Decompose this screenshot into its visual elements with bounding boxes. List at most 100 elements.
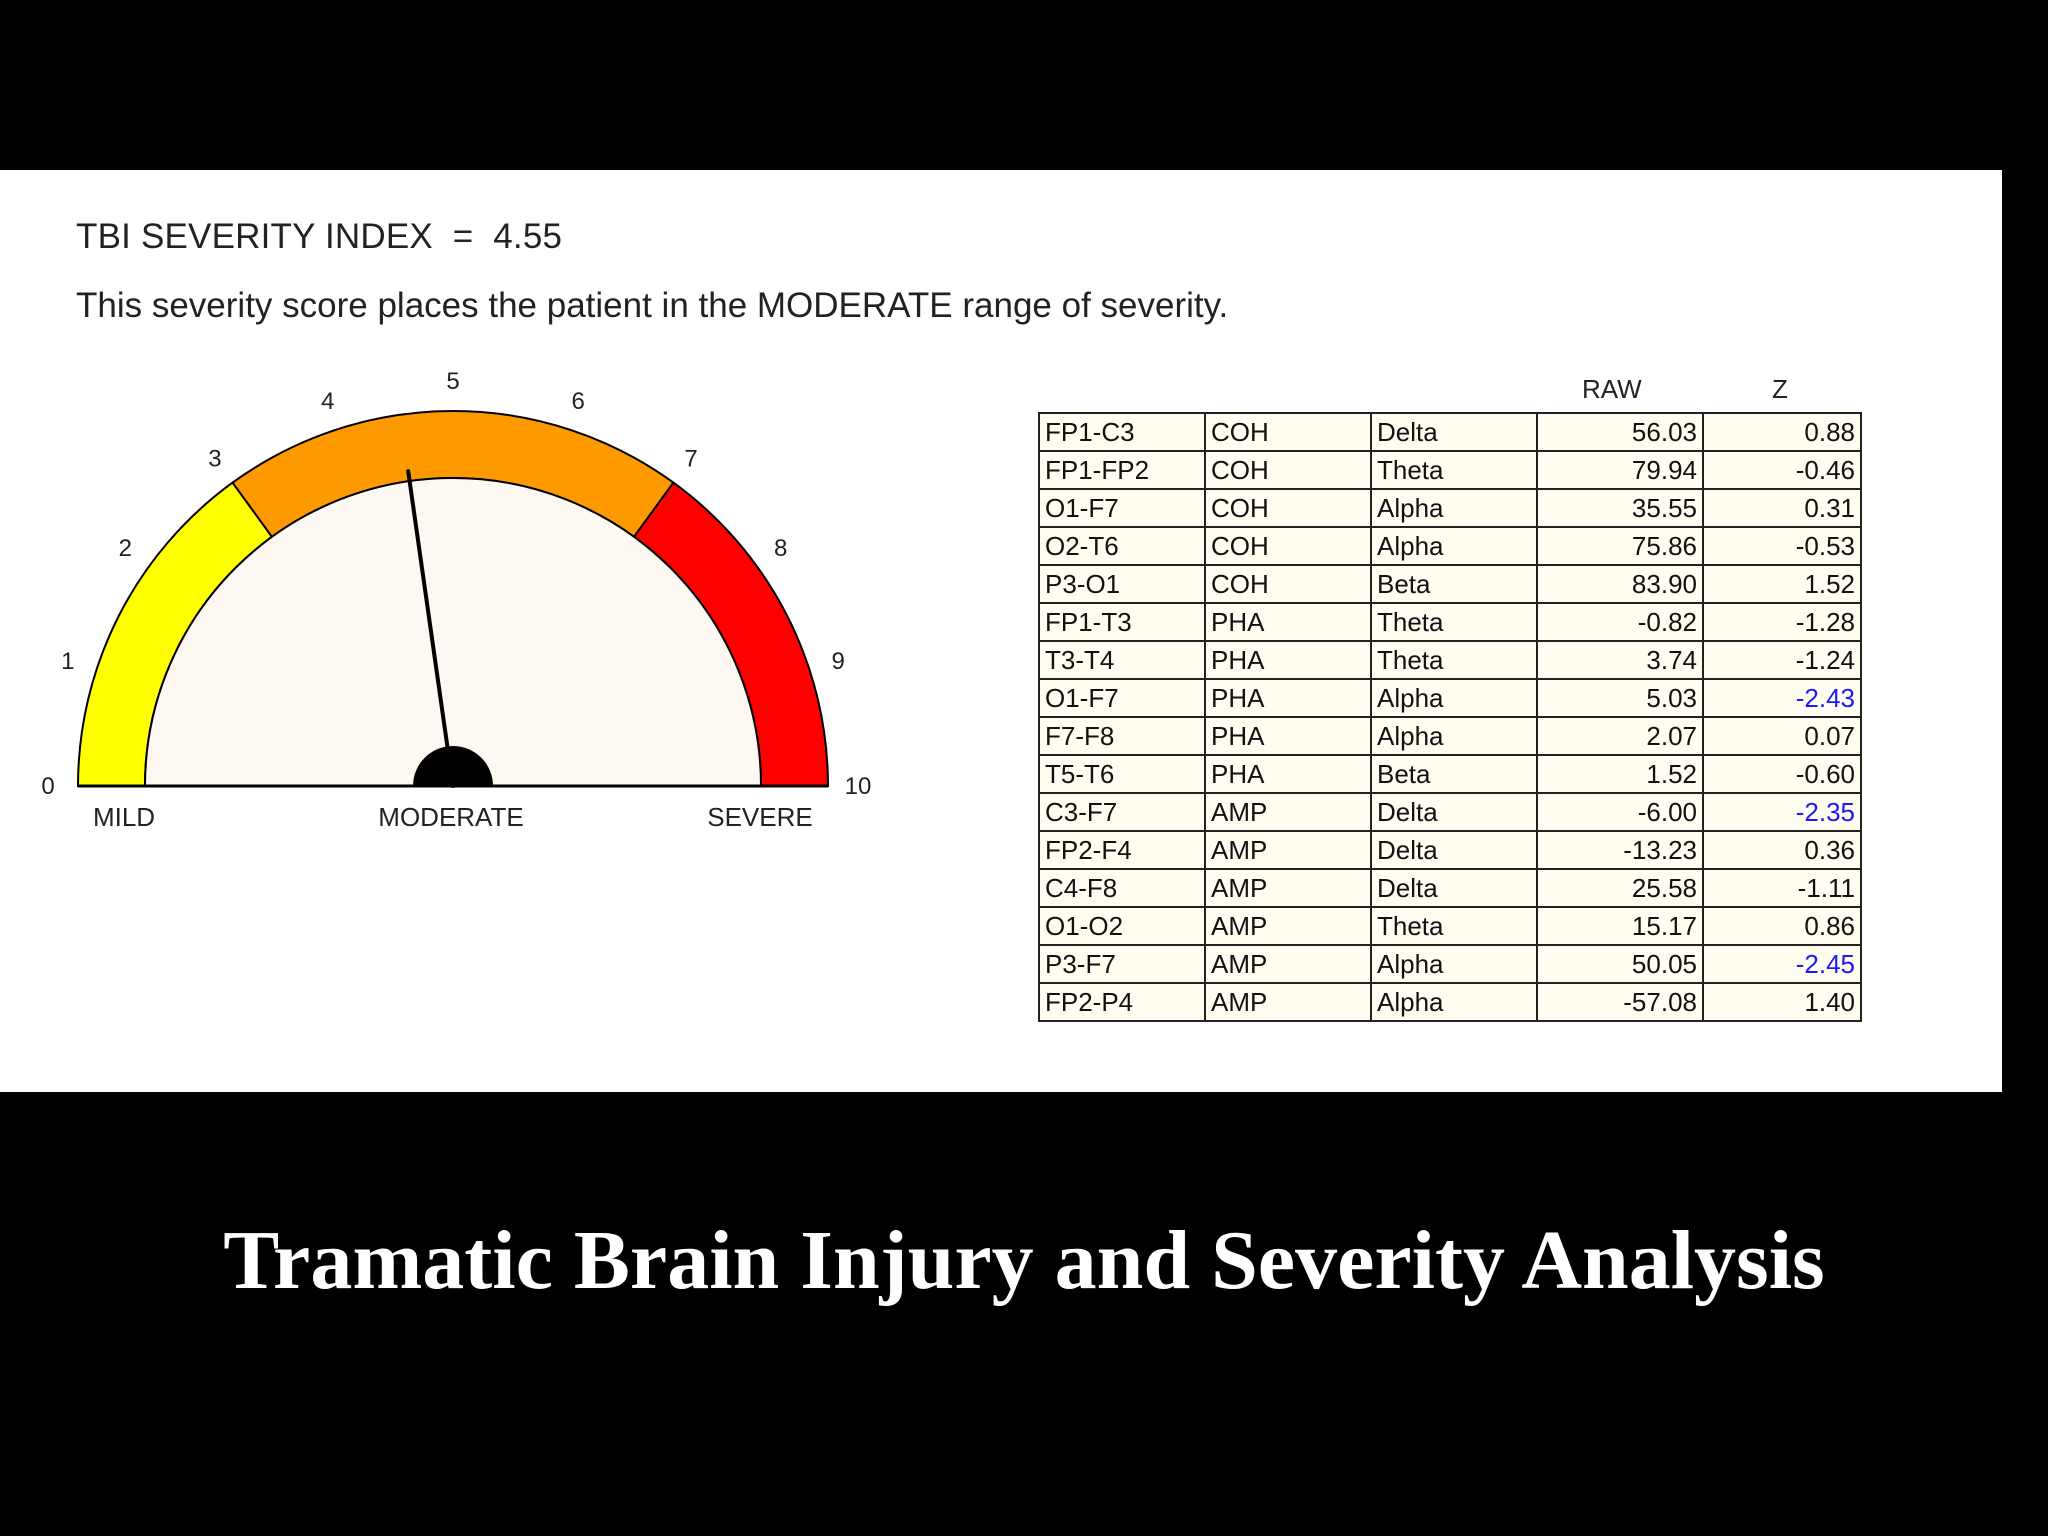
electrode-pair-cell: O1-O2 (1038, 906, 1206, 946)
raw-value-cell: 50.05 (1536, 944, 1704, 984)
gauge-tick-label: 7 (684, 445, 697, 472)
gauge-zone-label-mild: MILD (93, 802, 155, 832)
frequency-band-cell: Delta (1370, 830, 1538, 870)
table-row: F7-F8 PHA Alpha 2.07 0.07 (1038, 716, 1862, 756)
z-score-cell: -0.53 (1702, 526, 1862, 566)
severity-summary-line: This severity score places the patient i… (76, 286, 1229, 325)
raw-value-cell: -57.08 (1536, 982, 1704, 1022)
raw-value-cell: 75.86 (1536, 526, 1704, 566)
z-score-cell: -0.60 (1702, 754, 1862, 794)
raw-value-cell: 25.58 (1536, 868, 1704, 908)
z-score-cell: -2.35 (1702, 792, 1862, 832)
measure-cell: AMP (1204, 944, 1372, 984)
electrode-pair-cell: T5-T6 (1038, 754, 1206, 794)
frequency-band-cell: Beta (1370, 564, 1538, 604)
gauge-tick-label: 6 (571, 388, 584, 415)
table-row: O1-F7 COH Alpha 35.55 0.31 (1038, 488, 1862, 528)
raw-value-cell: -0.82 (1536, 602, 1704, 642)
gauge-face (143, 477, 763, 787)
gauge-needle (406, 469, 455, 788)
frequency-band-cell: Alpha (1370, 716, 1538, 756)
z-score-cell: 1.52 (1702, 564, 1862, 604)
electrode-pair-cell: T3-T4 (1038, 640, 1206, 680)
table-row: T3-T4 PHA Theta 3.74 -1.24 (1038, 640, 1862, 680)
frequency-band-cell: Theta (1370, 640, 1538, 680)
z-score-cell: 0.88 (1702, 412, 1862, 452)
table-row: O1-F7 PHA Alpha 5.03 -2.43 (1038, 678, 1862, 718)
electrode-pair-cell: O1-F7 (1038, 678, 1206, 718)
qeeg-measures-table: FP1-C3 COH Delta 56.03 0.88 FP1-FP2 COH Theta 79… (1038, 412, 1862, 1022)
frequency-band-cell: Delta (1370, 868, 1538, 908)
z-score-cell: 0.86 (1702, 906, 1862, 946)
electrode-pair-cell: FP2-P4 (1038, 982, 1206, 1022)
gauge-tick-label: 3 (208, 445, 221, 472)
z-score-cell: -1.24 (1702, 640, 1862, 680)
z-score-cell: -0.46 (1702, 450, 1862, 490)
gauge-zone-label-moderate: MODERATE (378, 802, 523, 832)
frequency-band-cell: Alpha (1370, 982, 1538, 1022)
table-row: C3-F7 AMP Delta -6.00 -2.35 (1038, 792, 1862, 832)
raw-value-cell: 35.55 (1536, 488, 1704, 528)
z-score-cell: -2.43 (1702, 678, 1862, 718)
electrode-pair-cell: P3-O1 (1038, 564, 1206, 604)
table-row: FP1-T3 PHA Theta -0.82 -1.28 (1038, 602, 1862, 642)
measure-cell: PHA (1204, 754, 1372, 794)
electrode-pair-cell: O1-F7 (1038, 488, 1206, 528)
electrode-pair-cell: FP1-T3 (1038, 602, 1206, 642)
electrode-pair-cell: C3-F7 (1038, 792, 1206, 832)
table-row: FP1-C3 COH Delta 56.03 0.88 (1038, 412, 1862, 452)
frequency-band-cell: Alpha (1370, 944, 1538, 984)
severity-index-line: TBI SEVERITY INDEX = 4.55 (76, 217, 563, 256)
slide-caption: Tramatic Brain Injury and Severity Analy… (223, 1214, 1825, 1307)
raw-value-cell: 79.94 (1536, 450, 1704, 490)
frequency-band-cell: Delta (1370, 792, 1538, 832)
electrode-pair-cell: FP2-F4 (1038, 830, 1206, 870)
z-column-header: Z (1772, 374, 1788, 404)
measure-cell: PHA (1204, 640, 1372, 680)
electrode-pair-cell: P3-F7 (1038, 944, 1206, 984)
raw-value-cell: 1.52 (1536, 754, 1704, 794)
frequency-band-cell: Alpha (1370, 488, 1538, 528)
electrode-pair-cell: FP1-FP2 (1038, 450, 1206, 490)
electrode-pair-cell: F7-F8 (1038, 716, 1206, 756)
frequency-band-cell: Theta (1370, 906, 1538, 946)
z-score-cell: 0.31 (1702, 488, 1862, 528)
table-row: P3-F7 AMP Alpha 50.05 -2.45 (1038, 944, 1862, 984)
measure-cell: COH (1204, 412, 1372, 452)
raw-value-cell: 5.03 (1536, 678, 1704, 718)
z-score-cell: 0.36 (1702, 830, 1862, 870)
gauge-tick-label: 9 (831, 648, 844, 675)
measure-cell: AMP (1204, 982, 1372, 1022)
measure-cell: COH (1204, 488, 1372, 528)
z-score-cell: 0.07 (1702, 716, 1862, 756)
electrode-pair-cell: C4-F8 (1038, 868, 1206, 908)
electrode-pair-cell: FP1-C3 (1038, 412, 1206, 452)
measure-cell: PHA (1204, 678, 1372, 718)
table-row: FP1-FP2 COH Theta 79.94 -0.46 (1038, 450, 1862, 490)
gauge-hub (413, 746, 493, 786)
frequency-band-cell: Alpha (1370, 526, 1538, 566)
table-row: P3-O1 COH Beta 83.90 1.52 (1038, 564, 1862, 604)
frequency-band-cell: Alpha (1370, 678, 1538, 718)
table-row: T5-T6 PHA Beta 1.52 -0.60 (1038, 754, 1862, 794)
table-row: FP2-P4 AMP Alpha -57.08 1.40 (1038, 982, 1862, 1022)
raw-value-cell: 2.07 (1536, 716, 1704, 756)
gauge-tick-label: 10 (845, 773, 872, 800)
raw-value-cell: 15.17 (1536, 906, 1704, 946)
z-score-cell: -2.45 (1702, 944, 1862, 984)
gauge-tick-label: 5 (446, 368, 459, 395)
measure-cell: AMP (1204, 868, 1372, 908)
gauge-tick-label: 1 (61, 648, 74, 675)
measure-cell: COH (1204, 564, 1372, 604)
table-row: O1-O2 AMP Theta 15.17 0.86 (1038, 906, 1862, 946)
table-row: O2-T6 COH Alpha 75.86 -0.53 (1038, 526, 1862, 566)
gauge-zone-label-severe: SEVERE (707, 802, 813, 832)
gauge-tick-label: 8 (774, 535, 787, 562)
gauge-tick-label: 0 (41, 773, 54, 800)
measure-cell: AMP (1204, 906, 1372, 946)
severity-gauge: 0 1 2 3 4 5 6 7 8 9 10 MILD MODERATE SEVERE (41, 368, 872, 832)
table-row: C4-F8 AMP Delta 25.58 -1.11 (1038, 868, 1862, 908)
panel-border (2002, 170, 2005, 1092)
z-score-cell: 1.40 (1702, 982, 1862, 1022)
frequency-band-cell: Theta (1370, 602, 1538, 642)
